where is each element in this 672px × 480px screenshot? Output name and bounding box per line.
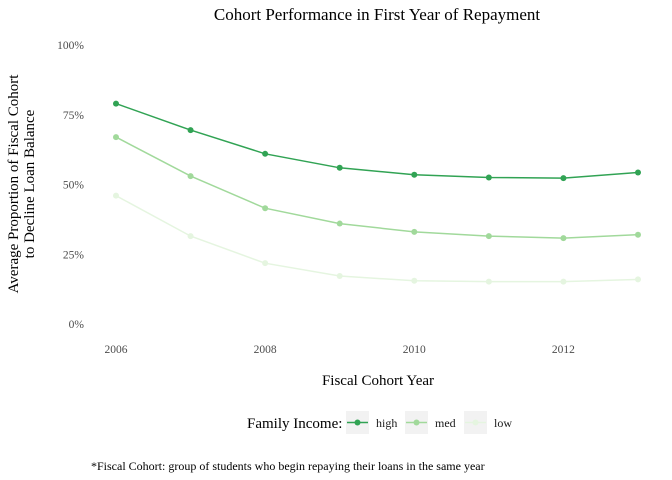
data-point-low [560, 278, 567, 285]
data-point-high [187, 127, 194, 134]
data-point-high [560, 175, 567, 182]
data-point-med [411, 228, 418, 235]
legend-item-high: high [346, 411, 397, 434]
data-point-low [485, 278, 492, 285]
data-point-med [635, 231, 641, 238]
legend-key-point [413, 419, 420, 426]
x-tick-label: 2008 [254, 344, 277, 356]
y-axis-ticks: 0% 25% 50% 75% 100% [57, 40, 84, 331]
legend-key-point [354, 419, 361, 426]
data-point-high [411, 171, 418, 178]
data-point-med [262, 205, 269, 212]
legend-label: low [494, 416, 512, 430]
legend-title: Family Income: [247, 416, 342, 432]
data-point-low [336, 273, 343, 280]
data-point-low [187, 233, 194, 240]
data-point-med [187, 173, 194, 180]
series-layer [113, 100, 641, 285]
data-point-med [336, 220, 343, 227]
legend-item-low: low [464, 411, 512, 434]
y-tick-label: 25% [63, 249, 85, 261]
data-point-low [635, 276, 641, 283]
legend-item-med: med [405, 411, 456, 434]
data-point-low [113, 192, 119, 199]
legend-label: high [376, 416, 397, 430]
legend-key-point [472, 419, 479, 426]
caption: *Fiscal Cohort: group of students who be… [91, 459, 485, 473]
data-point-high [635, 169, 641, 176]
y-tick-label: 75% [63, 110, 85, 122]
x-axis-title: Fiscal Cohort Year [322, 373, 434, 389]
data-point-high [336, 164, 343, 171]
data-point-high [113, 100, 119, 107]
x-tick-label: 2010 [403, 344, 426, 356]
series-line-med [115, 136, 639, 239]
x-axis-ticks: 2006 2008 2010 2012 [105, 344, 576, 356]
y-axis-title-line-2: to Decline Loan Balance [22, 109, 38, 258]
y-axis-title-line-1: Average Proportion of Fiscal Cohort [6, 74, 22, 294]
x-tick-label: 2012 [552, 344, 575, 356]
y-tick-label: 50% [63, 180, 85, 192]
data-point-med [485, 233, 492, 240]
data-point-low [262, 260, 269, 267]
x-tick-label: 2006 [105, 344, 128, 356]
y-tick-label: 0% [69, 319, 85, 331]
y-tick-label: 100% [57, 40, 84, 52]
series-line-low [115, 195, 639, 283]
legend-items: high med low [346, 411, 512, 434]
series-line-high [115, 102, 639, 179]
y-axis-title: Average Proportion of Fiscal Cohort to D… [6, 74, 38, 294]
legend-label: med [435, 416, 456, 430]
data-point-med [113, 134, 119, 141]
data-point-low [411, 277, 418, 284]
chart-title: Cohort Performance in First Year of Repa… [214, 5, 541, 24]
data-point-high [262, 150, 269, 157]
legend: Family Income: high med low [247, 411, 512, 434]
data-point-high [485, 174, 492, 181]
data-point-med [560, 235, 567, 242]
